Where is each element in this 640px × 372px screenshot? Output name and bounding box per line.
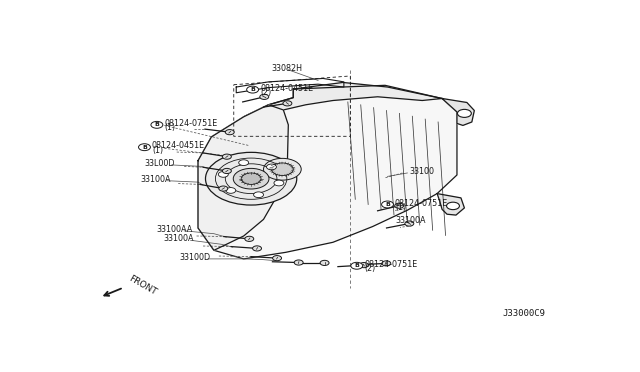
Text: 33L00D: 33L00D	[145, 159, 175, 168]
Circle shape	[382, 261, 391, 266]
Circle shape	[205, 153, 297, 205]
Text: 33100A: 33100A	[396, 216, 426, 225]
Polygon shape	[437, 193, 465, 215]
Polygon shape	[442, 99, 474, 125]
Circle shape	[395, 203, 404, 208]
Text: 33100A: 33100A	[163, 234, 194, 243]
Text: 33100: 33100	[410, 167, 435, 176]
Circle shape	[245, 236, 253, 241]
Circle shape	[218, 171, 228, 177]
Circle shape	[151, 121, 163, 128]
Circle shape	[320, 260, 329, 266]
Circle shape	[138, 144, 150, 151]
Text: B: B	[355, 263, 359, 268]
Circle shape	[271, 163, 293, 176]
Text: 08124-0451E: 08124-0451E	[152, 141, 205, 150]
Circle shape	[294, 260, 303, 265]
Text: 33082H: 33082H	[271, 64, 302, 73]
Circle shape	[223, 154, 231, 159]
Circle shape	[253, 192, 264, 198]
Circle shape	[225, 129, 234, 135]
Polygon shape	[198, 105, 288, 250]
Circle shape	[360, 263, 369, 268]
Circle shape	[226, 187, 236, 193]
Text: (1): (1)	[395, 203, 406, 212]
Circle shape	[447, 202, 460, 210]
Text: B: B	[142, 145, 147, 150]
Text: (2): (2)	[364, 264, 376, 273]
Text: FRONT: FRONT	[127, 274, 158, 297]
Text: 08124-0751E: 08124-0751E	[164, 119, 218, 128]
Circle shape	[266, 164, 276, 170]
Circle shape	[253, 246, 262, 251]
Circle shape	[264, 158, 301, 180]
Circle shape	[274, 180, 284, 186]
Text: 33100AA: 33100AA	[157, 225, 193, 234]
Polygon shape	[244, 83, 442, 117]
Circle shape	[273, 256, 282, 261]
Circle shape	[381, 201, 394, 208]
Text: 08124-0751E: 08124-0751E	[364, 260, 417, 269]
Text: B: B	[385, 202, 390, 207]
Circle shape	[260, 94, 269, 99]
Circle shape	[351, 262, 363, 269]
Circle shape	[246, 86, 259, 93]
Circle shape	[219, 186, 228, 191]
Text: 08124-0751E: 08124-0751E	[395, 199, 448, 208]
Text: 33100A: 33100A	[141, 175, 171, 184]
Text: 33100D: 33100D	[179, 253, 211, 262]
Text: (2): (2)	[260, 88, 271, 97]
Text: (1): (1)	[164, 124, 175, 132]
Circle shape	[233, 169, 269, 189]
Circle shape	[223, 169, 231, 174]
Circle shape	[239, 160, 248, 166]
Circle shape	[405, 221, 414, 226]
Circle shape	[283, 101, 292, 106]
Circle shape	[241, 173, 261, 185]
Text: B: B	[250, 87, 255, 92]
Text: B: B	[154, 122, 159, 127]
Text: J33000C9: J33000C9	[502, 310, 545, 318]
Text: (1): (1)	[152, 146, 163, 155]
Text: 08124-0451E: 08124-0451E	[260, 84, 313, 93]
Polygon shape	[198, 85, 457, 259]
Circle shape	[458, 109, 471, 118]
